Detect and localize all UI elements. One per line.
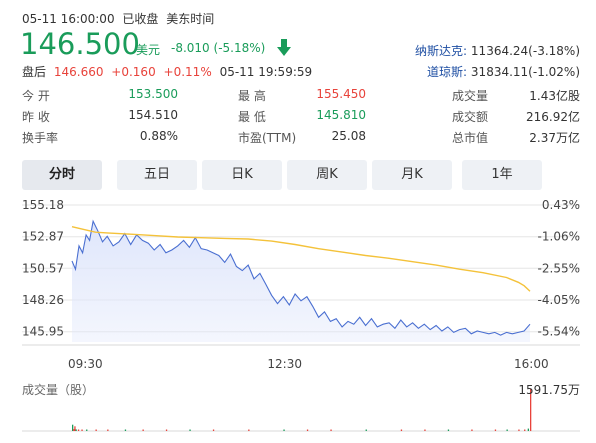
header-datetime: 05-11 16:00:00: [22, 12, 115, 26]
y-tick-pct-label: 0.43%: [542, 198, 580, 212]
stat-value: 0.88%: [139, 129, 178, 143]
y-tick-pct-label: -4.05%: [538, 293, 580, 307]
stat-label: 昨 收: [22, 110, 50, 124]
volume-bar: [75, 429, 77, 431]
stat-value: 1.43亿股: [529, 89, 580, 103]
stat-label: 总市值: [452, 131, 489, 145]
y-tick-pct-label: -1.06%: [538, 230, 580, 244]
volume-bar: [124, 429, 127, 431]
stat-value: 153.500: [128, 87, 178, 101]
tab-intraday[interactable]: 分时: [22, 160, 102, 190]
stat-label: 最 低: [238, 110, 266, 124]
volume-bar: [73, 429, 75, 431]
header-status: 已收盘: [122, 12, 159, 26]
intraday-chart[interactable]: 155.18 0.43% 152.87 -1.06% 150.57 -2.55% 148.2…: [0, 190, 596, 443]
volume-bar: [81, 429, 83, 431]
volume-bar: [107, 429, 109, 431]
average-line: [71, 226, 531, 292]
x-tick-label: 09:30: [68, 357, 103, 371]
volume-bar: [424, 429, 426, 431]
index-nasdaq[interactable]: 纳斯达克: 11364.24(-3.18%): [415, 42, 580, 59]
stat-value: 2.37万亿: [529, 131, 580, 145]
after-hours: 盘后 146.660 +0.160 +0.11% 05-11 19:59:59: [22, 63, 312, 80]
price-line: [71, 219, 531, 336]
header-timezone: 美东时间: [166, 12, 215, 26]
price-change: -8.010 (-5.18%): [171, 41, 265, 55]
volume-bar: [530, 389, 532, 431]
y-tick-pct-label: -2.55%: [538, 261, 580, 275]
volume-bar: [189, 429, 191, 431]
volume-bar: [527, 428, 529, 431]
volume-bar: [447, 429, 450, 431]
stat-label: 市盈(TTM): [238, 131, 297, 145]
price-area: [72, 221, 530, 342]
tab-daily-k[interactable]: 日K: [202, 160, 282, 190]
index-nasdaq-value: 11364.24(-3.18%): [470, 44, 580, 58]
down-arrow-icon: [276, 39, 292, 57]
volume-bar: [95, 429, 97, 431]
volume-bar: [494, 429, 497, 431]
volume-bar: [142, 429, 144, 431]
stat-label: 成交量: [452, 89, 489, 103]
volume-bar: [506, 429, 508, 431]
volume-bar: [86, 429, 88, 431]
tab-monthly-k[interactable]: 月K: [372, 160, 452, 190]
stat-value: 154.510: [128, 108, 178, 122]
volume-label: 成交量（股）: [22, 383, 95, 397]
tab-weekly-k[interactable]: 周K: [287, 160, 367, 190]
after-hours-change-pct: +0.11%: [163, 65, 212, 79]
volume-bar: [471, 429, 473, 431]
y-tick-label: 152.87: [22, 230, 64, 244]
y-tick-label: 150.57: [22, 261, 64, 275]
volume-bar: [524, 429, 526, 431]
volume-bar: [283, 429, 285, 431]
index-nasdaq-label: 纳斯达克:: [415, 44, 468, 58]
volume-bar: [248, 429, 250, 431]
volume-bar: [306, 429, 309, 431]
y-tick-label: 145.95: [22, 325, 64, 339]
stat-label: 今 开: [22, 89, 50, 103]
y-tick-pct-label: -5.54%: [538, 325, 580, 339]
after-hours-price: 146.660: [53, 65, 104, 79]
after-hours-label: 盘后: [22, 65, 47, 79]
y-tick-label: 155.18: [22, 198, 64, 212]
price-change-amount: -8.010: [171, 41, 210, 55]
volume-bar: [72, 424, 74, 431]
x-tick-label: 16:00: [514, 357, 549, 371]
volume-bar: [77, 429, 80, 431]
x-tick-label: 12:30: [267, 357, 302, 371]
stat-label: 最 高: [238, 89, 266, 103]
header-info: 05-11 16:00:00 已收盘 美东时间: [22, 10, 214, 27]
stat-value: 145.810: [316, 108, 366, 122]
volume-bar: [518, 429, 520, 431]
stat-label: 成交额: [452, 110, 489, 124]
stat-value: 25.08: [331, 129, 366, 143]
price-change-pct: (-5.18%): [213, 41, 266, 55]
volume-bar: [400, 429, 403, 431]
stat-label: 换手率: [22, 131, 59, 145]
after-hours-time: 05-11 19:59:59: [219, 65, 313, 79]
price-value: 146.500: [20, 27, 140, 61]
volume-max-label: 1591.75万: [518, 383, 580, 397]
volume-bar: [330, 429, 332, 431]
volume-bar: [365, 429, 367, 431]
index-dow[interactable]: 道琼斯: 31834.11(-1.02%): [427, 63, 580, 80]
volume-bar: [212, 429, 215, 431]
index-dow-value: 31834.11(-1.02%): [470, 65, 580, 79]
price-currency: 美元: [136, 43, 161, 57]
y-tick-label: 148.26: [22, 293, 64, 307]
index-dow-label: 道琼斯:: [427, 65, 468, 79]
volume-bar: [74, 426, 76, 431]
volume-bar: [165, 429, 168, 431]
stat-value: 216.92亿: [526, 110, 580, 124]
period-tabs: 分时 五日 日K 周K 月K 1年: [22, 160, 578, 190]
stat-value: 155.450: [316, 87, 366, 101]
tab-one-year[interactable]: 1年: [462, 160, 542, 190]
tab-five-day[interactable]: 五日: [117, 160, 197, 190]
after-hours-change: +0.160: [111, 65, 156, 79]
